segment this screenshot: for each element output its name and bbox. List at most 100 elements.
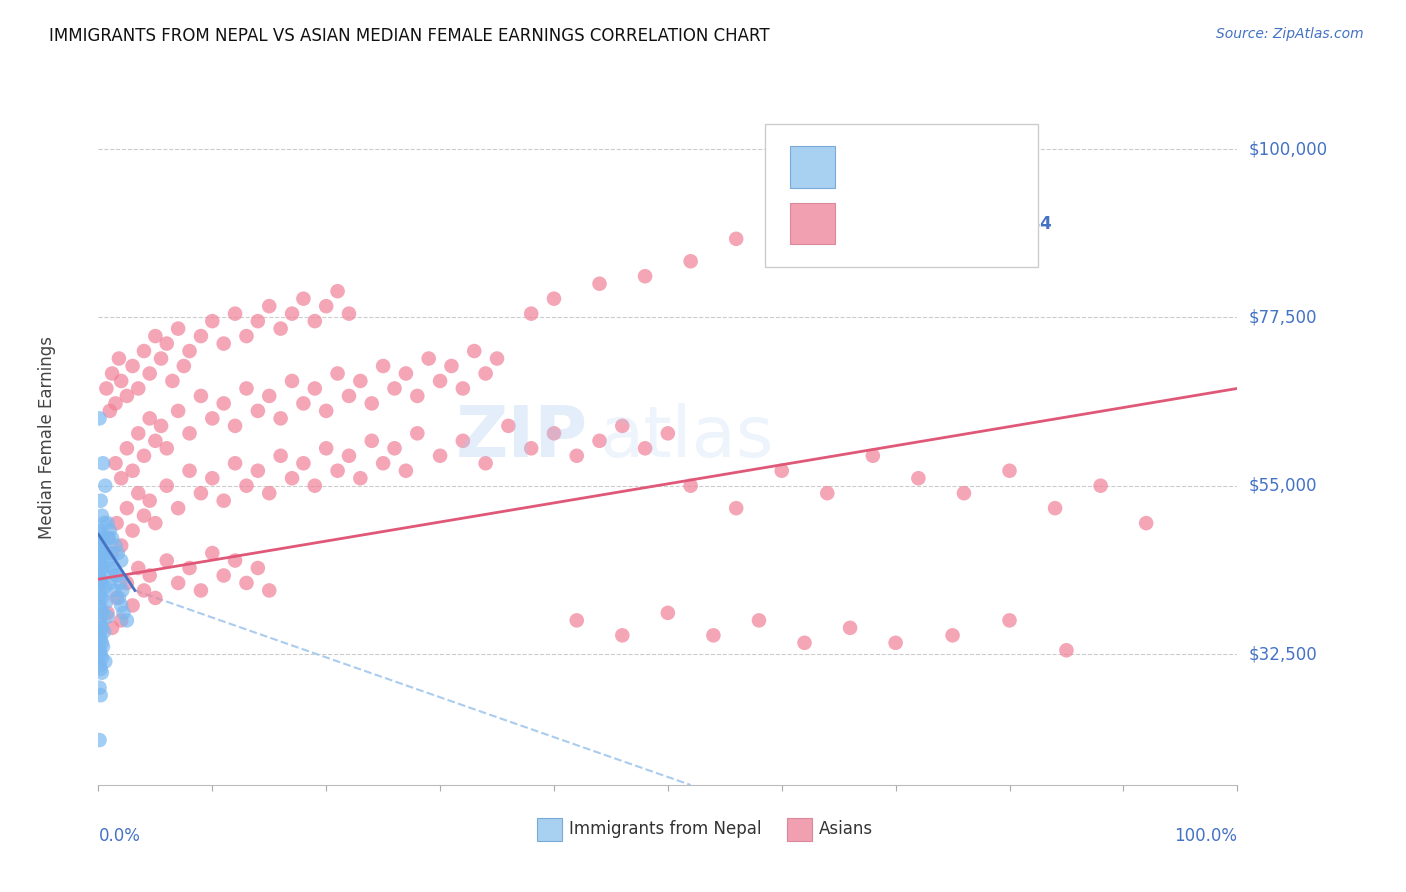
Text: Asians: Asians bbox=[820, 821, 873, 838]
Point bbox=[121, 524, 143, 538]
Point bbox=[91, 565, 114, 579]
Point bbox=[90, 650, 112, 665]
Point bbox=[235, 381, 257, 395]
Point bbox=[145, 516, 167, 530]
Point bbox=[292, 396, 315, 410]
Point bbox=[101, 561, 124, 575]
Point bbox=[98, 524, 121, 538]
Point bbox=[156, 442, 179, 456]
Point bbox=[89, 583, 111, 598]
Point bbox=[104, 456, 127, 470]
Point bbox=[451, 381, 474, 395]
Point bbox=[110, 471, 132, 485]
Point bbox=[91, 534, 114, 549]
Text: 0.412: 0.412 bbox=[898, 215, 950, 233]
Point bbox=[96, 531, 118, 545]
Point bbox=[976, 179, 998, 194]
Point bbox=[360, 434, 382, 448]
Point bbox=[104, 568, 127, 582]
Point bbox=[1135, 516, 1157, 530]
Point bbox=[998, 464, 1021, 478]
Point bbox=[138, 367, 160, 381]
Point bbox=[815, 202, 838, 216]
Point bbox=[167, 321, 190, 335]
Point bbox=[162, 374, 184, 388]
Point bbox=[89, 681, 111, 695]
Point bbox=[259, 389, 281, 403]
Point bbox=[156, 336, 179, 351]
Point bbox=[634, 269, 657, 284]
Point bbox=[588, 277, 610, 291]
Point bbox=[105, 591, 128, 605]
Point bbox=[132, 508, 155, 523]
Point bbox=[132, 583, 155, 598]
Point bbox=[190, 389, 212, 403]
Point bbox=[138, 411, 160, 425]
Point bbox=[115, 576, 138, 591]
Point bbox=[156, 553, 179, 567]
Point bbox=[115, 389, 138, 403]
Point bbox=[90, 572, 112, 586]
Point bbox=[90, 546, 112, 560]
Point bbox=[90, 561, 112, 575]
Point bbox=[212, 336, 235, 351]
Text: R =: R = bbox=[851, 215, 891, 233]
Point bbox=[212, 396, 235, 410]
Point bbox=[89, 733, 111, 747]
Point bbox=[270, 449, 292, 463]
Text: 100.0%: 100.0% bbox=[1174, 827, 1237, 845]
Point bbox=[108, 591, 131, 605]
Point bbox=[907, 164, 929, 178]
Point bbox=[520, 307, 543, 321]
Point bbox=[953, 486, 976, 500]
Point bbox=[281, 471, 304, 485]
Point bbox=[93, 624, 115, 639]
Point bbox=[371, 456, 394, 470]
Point bbox=[94, 479, 117, 493]
Point bbox=[179, 464, 201, 478]
Point bbox=[110, 553, 132, 567]
Point bbox=[270, 321, 292, 335]
Point bbox=[93, 549, 115, 564]
Point bbox=[304, 479, 326, 493]
Point bbox=[429, 374, 451, 388]
Point bbox=[101, 367, 124, 381]
Point bbox=[292, 456, 315, 470]
Point bbox=[360, 396, 382, 410]
Point bbox=[815, 486, 838, 500]
Point bbox=[108, 576, 131, 591]
Point bbox=[115, 501, 138, 516]
Point bbox=[110, 539, 132, 553]
Point bbox=[725, 501, 748, 516]
Point bbox=[89, 524, 111, 538]
Point bbox=[101, 621, 124, 635]
Point bbox=[259, 583, 281, 598]
Text: $32,500: $32,500 bbox=[1249, 645, 1317, 663]
Point bbox=[998, 613, 1021, 627]
Point bbox=[115, 613, 138, 627]
Point bbox=[127, 486, 149, 500]
Point bbox=[110, 599, 132, 613]
Point bbox=[418, 351, 440, 366]
Point bbox=[440, 359, 463, 373]
Point bbox=[793, 636, 815, 650]
Point bbox=[90, 617, 112, 632]
Point bbox=[97, 553, 120, 567]
Point bbox=[150, 351, 173, 366]
Point bbox=[246, 561, 269, 575]
Point bbox=[201, 471, 224, 485]
Text: Median Female Earnings: Median Female Earnings bbox=[38, 335, 56, 539]
Point bbox=[90, 632, 112, 646]
Point bbox=[246, 314, 269, 328]
Point bbox=[190, 486, 212, 500]
Text: N =: N = bbox=[970, 215, 1007, 233]
Point bbox=[90, 621, 112, 635]
Point bbox=[89, 539, 111, 553]
Point bbox=[103, 583, 125, 598]
Point bbox=[281, 374, 304, 388]
Point bbox=[246, 404, 269, 418]
FancyBboxPatch shape bbox=[790, 146, 835, 188]
Point bbox=[588, 434, 610, 448]
Point bbox=[89, 411, 111, 425]
Point bbox=[101, 531, 124, 545]
